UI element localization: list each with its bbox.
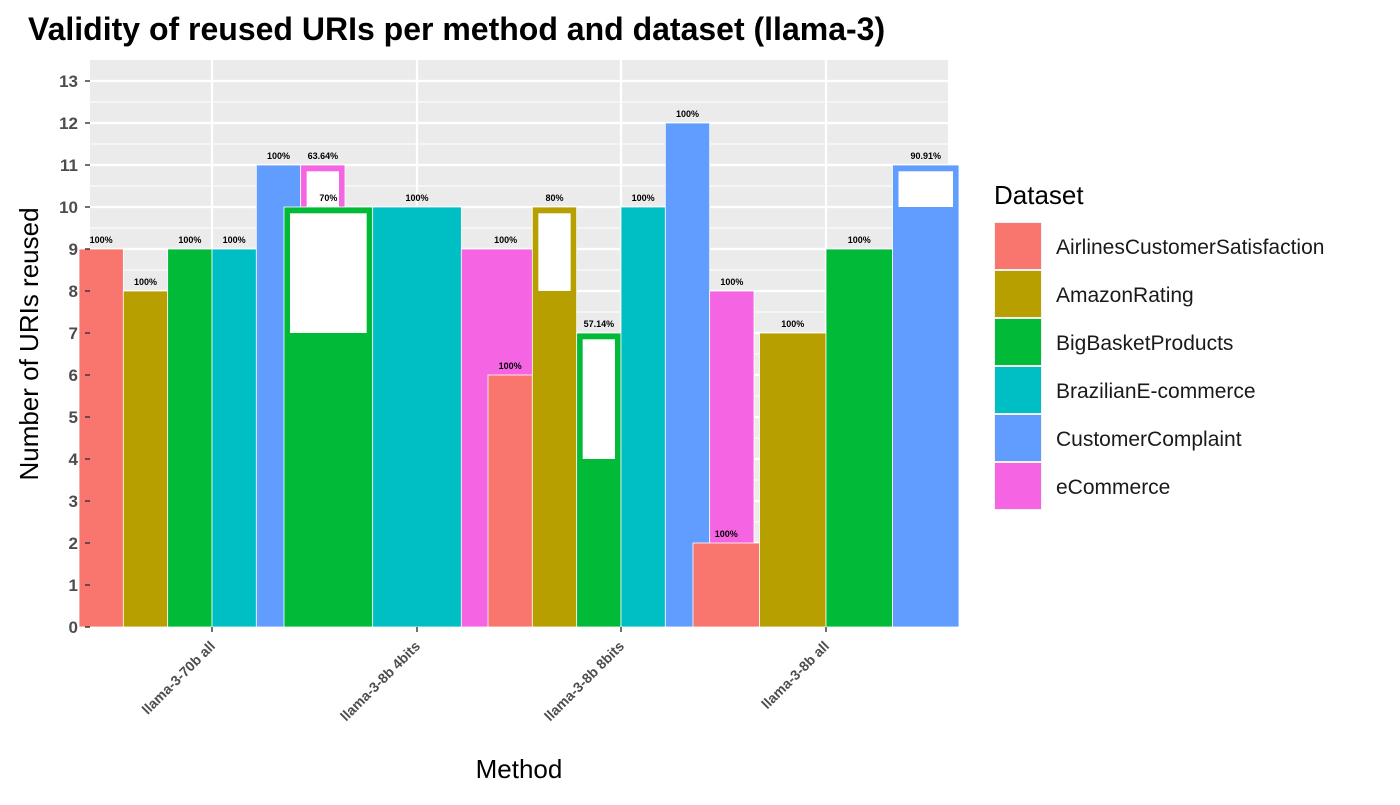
- x-tick-label: llama-3-70b all: [139, 638, 219, 718]
- x-tick-label: llama-3-8b all: [758, 638, 832, 712]
- bar-value-label: 57.14%: [584, 319, 615, 329]
- y-tick-label: 13: [59, 72, 78, 91]
- bar-value-label: 100%: [632, 193, 655, 203]
- bar-value-label: 100%: [676, 109, 699, 119]
- bar-BrazilianE-commerce-llama-3-70b-all: [211, 248, 257, 628]
- bar-AirlinesCustomerSatisfaction-llama-3-8b-all: [692, 542, 760, 628]
- legend-label-AmazonRating: AmazonRating: [1056, 284, 1194, 307]
- bar-value-label: 100%: [494, 235, 517, 245]
- bar-value-label: 63.64%: [308, 151, 339, 161]
- x-tick-label: llama-3-8b 8bits: [541, 638, 627, 724]
- bar-value-label: 100%: [499, 361, 522, 371]
- x-tick-label: llama-3-8b 4bits: [337, 638, 423, 724]
- y-tick-label: 5: [69, 408, 78, 427]
- bars: [78, 122, 960, 628]
- bar-value-label: 100%: [267, 151, 290, 161]
- bar-value-label: 100%: [90, 235, 113, 245]
- legend-title: Dataset: [994, 180, 1084, 210]
- bar-value-label: 80%: [545, 193, 563, 203]
- y-tick-label: 9: [69, 240, 78, 259]
- bar-value-label: 70%: [319, 193, 337, 203]
- legend-label-AirlinesCustomerSatisfaction: AirlinesCustomerSatisfaction: [1056, 236, 1324, 259]
- y-tick-label: 1: [69, 576, 78, 595]
- bar-value-label: 100%: [223, 235, 246, 245]
- legend-label-CustomerComplaint: CustomerComplaint: [1056, 428, 1242, 451]
- bar-value-label: 100%: [715, 529, 738, 539]
- legend-swatch-CustomerComplaint: [995, 415, 1041, 461]
- invalid-portion-AmazonRating-llama-3-8b-8bits: [538, 213, 571, 291]
- legend: Dataset AirlinesCustomerSatisfaction Amaz…: [994, 180, 1324, 510]
- bar-AirlinesCustomerSatisfaction-llama-3-8b-8bits: [487, 374, 533, 628]
- legend-swatch-BigBasketProducts: [995, 319, 1041, 365]
- legend-swatch-AirlinesCustomerSatisfaction: [995, 223, 1041, 269]
- bar-BigBasketProducts-llama-3-70b-all: [167, 248, 213, 628]
- bar-BigBasketProducts-llama-3-8b-all: [825, 248, 893, 628]
- y-tick-label: 6: [69, 366, 78, 385]
- bar-value-label: 100%: [781, 319, 804, 329]
- y-tick-label: 8: [69, 282, 78, 301]
- legend-swatch-BrazilianE-commerce: [995, 367, 1041, 413]
- bar-value-label: 100%: [178, 235, 201, 245]
- bar-value-label: 100%: [848, 235, 871, 245]
- bar-value-label: 100%: [134, 277, 157, 287]
- y-tick-label: 7: [69, 324, 78, 343]
- legend-label-BrazilianE-commerce: BrazilianE-commerce: [1056, 380, 1256, 403]
- y-tick-label: 10: [59, 198, 78, 217]
- legend-swatch-eCommerce: [995, 463, 1041, 509]
- legend-label-BigBasketProducts: BigBasketProducts: [1056, 332, 1233, 355]
- bar-value-label: 100%: [720, 277, 743, 287]
- bar-BrazilianE-commerce-llama-3-8b-4bits: [372, 206, 462, 628]
- bar-AmazonRating-llama-3-70b-all: [122, 290, 169, 628]
- legend-label-eCommerce: eCommerce: [1056, 476, 1170, 499]
- y-tick-label: 2: [69, 534, 78, 553]
- x-axis-title: Method: [476, 754, 563, 784]
- y-tick-label: 0: [69, 618, 78, 637]
- legend-swatch-AmazonRating: [995, 271, 1041, 317]
- y-tick-label: 4: [69, 450, 79, 469]
- y-tick-label: 12: [59, 114, 78, 133]
- bar-value-label: 90.91%: [910, 151, 941, 161]
- bar-BrazilianE-commerce-llama-3-8b-8bits: [620, 206, 666, 628]
- bar-AirlinesCustomerSatisfaction-llama-3-70b-all: [78, 248, 124, 628]
- bar-AmazonRating-llama-3-8b-all: [759, 332, 827, 628]
- y-tick-label: 3: [69, 492, 78, 511]
- bar-CustomerComplaint-llama-3-8b-all: [892, 164, 960, 628]
- invalid-portion-BigBasketProducts-llama-3-8b-8bits: [582, 339, 615, 459]
- invalid-portion-CustomerComplaint-llama-3-8b-all: [898, 171, 953, 207]
- y-axis-title: Number of URIs reused: [14, 207, 44, 480]
- invalid-portion-BigBasketProducts-llama-3-8b-4bits: [290, 213, 367, 333]
- chart-title: Validity of reused URIs per method and d…: [28, 11, 885, 47]
- y-tick-label: 11: [60, 156, 78, 175]
- bar-value-label: 100%: [405, 193, 428, 203]
- bar-value-labels: 100% 100% 100% 100% 100% 63.64% 70% 100% 100% 100…: [90, 109, 941, 539]
